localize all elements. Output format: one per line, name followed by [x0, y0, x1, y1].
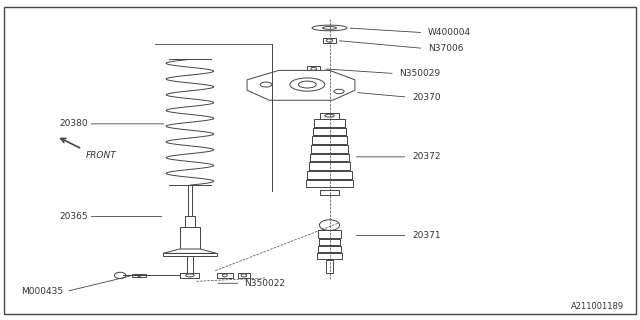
FancyBboxPatch shape: [188, 185, 192, 216]
FancyBboxPatch shape: [318, 230, 341, 238]
Text: 20372: 20372: [412, 152, 440, 161]
Text: 20370: 20370: [412, 92, 440, 102]
FancyBboxPatch shape: [320, 190, 339, 195]
Text: A211001189: A211001189: [572, 302, 625, 311]
Text: M000435: M000435: [21, 287, 63, 296]
Ellipse shape: [312, 25, 347, 31]
FancyBboxPatch shape: [217, 273, 233, 278]
FancyBboxPatch shape: [320, 113, 339, 118]
Text: 20380: 20380: [60, 119, 88, 128]
FancyBboxPatch shape: [132, 274, 146, 277]
Text: N350029: N350029: [399, 69, 440, 78]
FancyBboxPatch shape: [163, 253, 217, 256]
Text: N350022: N350022: [244, 279, 285, 288]
Text: 20365: 20365: [60, 212, 88, 221]
FancyBboxPatch shape: [323, 38, 337, 43]
FancyBboxPatch shape: [307, 67, 320, 71]
Text: N37006: N37006: [428, 44, 463, 53]
FancyBboxPatch shape: [237, 273, 250, 278]
Text: W400004: W400004: [428, 28, 471, 37]
FancyBboxPatch shape: [187, 256, 193, 273]
Text: FRONT: FRONT: [85, 151, 116, 160]
FancyBboxPatch shape: [185, 216, 195, 227]
Text: 20371: 20371: [412, 231, 440, 240]
FancyBboxPatch shape: [326, 260, 333, 273]
Polygon shape: [247, 70, 355, 100]
FancyBboxPatch shape: [180, 273, 200, 278]
Polygon shape: [163, 249, 217, 253]
FancyBboxPatch shape: [180, 227, 200, 249]
